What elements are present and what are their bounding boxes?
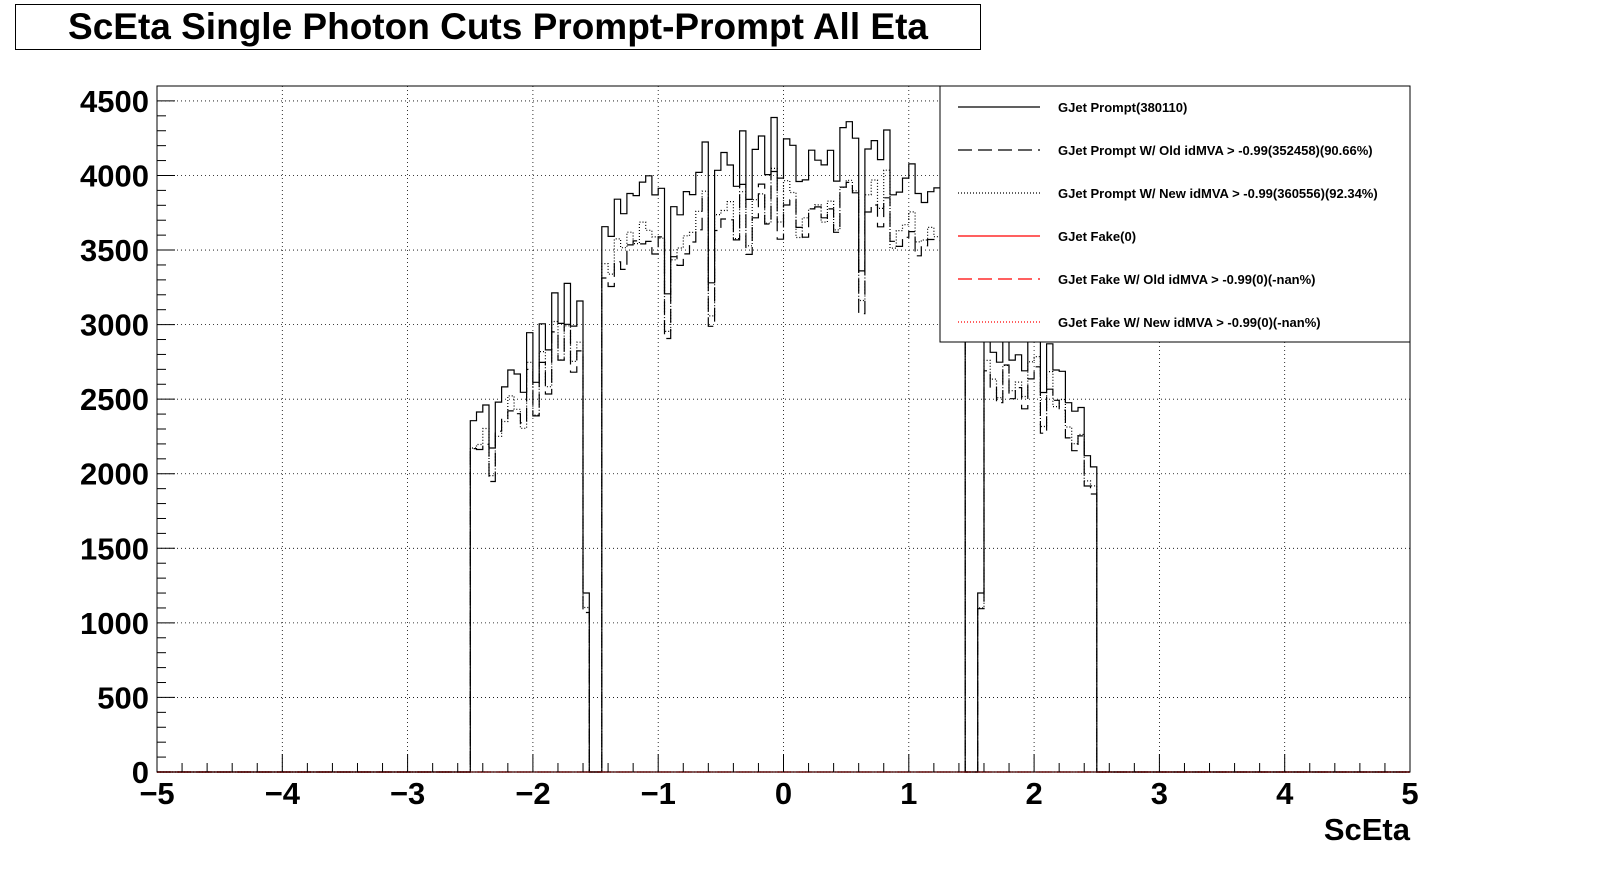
axis-ticks [156, 85, 1411, 773]
legend-label-1: GJet Prompt W/ Old idMVA > -0.99(352458)… [1058, 143, 1373, 158]
x-tick-label: 1 [900, 776, 917, 811]
legend-label-5: GJet Fake W/ New idMVA > -0.99(0)(-nan%) [1058, 315, 1321, 330]
x-tick-label: −3 [390, 776, 425, 811]
x-axis-label: ScEta [1324, 812, 1411, 847]
y-tick-label: 1500 [80, 531, 149, 566]
axis-tick-labels: −5 −4 −3 −2 −1 0 1 2 3 4 5 0 500 1000 1500 2000 2500 3000… [80, 84, 1419, 811]
legend-label-4: GJet Fake W/ Old idMVA > -0.99(0)(-nan%) [1058, 272, 1316, 287]
x-tick-label: 3 [1151, 776, 1168, 811]
y-tick-label: 500 [97, 680, 149, 715]
y-tick-label: 1000 [80, 606, 149, 641]
legend-label-3: GJet Fake(0) [1058, 229, 1136, 244]
x-tick-label: 2 [1025, 776, 1042, 811]
legend-label-2: GJet Prompt W/ New idMVA > -0.99(360556)… [1058, 186, 1378, 201]
chart-title-box: ScEta Single Photon Cuts Prompt-Prompt A… [15, 4, 981, 50]
y-tick-label: 2000 [80, 457, 149, 492]
x-tick-label: −4 [265, 776, 301, 811]
y-tick-label: 2500 [80, 382, 149, 417]
legend-box [939, 85, 1411, 343]
x-tick-label: −5 [139, 776, 174, 811]
y-tick-label: 0 [132, 755, 149, 790]
x-tick-label: −2 [515, 776, 550, 811]
y-tick-label: 4500 [80, 84, 149, 119]
x-tick-label: −1 [641, 776, 676, 811]
legend-label-0: GJet Prompt(380110) [1058, 100, 1187, 115]
legend: GJet Prompt(380110) GJet Prompt W/ Old id… [939, 85, 1411, 343]
x-tick-label: 4 [1276, 776, 1294, 811]
y-tick-label: 3000 [80, 308, 149, 343]
x-tick-label: 5 [1401, 776, 1418, 811]
x-tick-label: 0 [775, 776, 792, 811]
chart-title: ScEta Single Photon Cuts Prompt-Prompt A… [68, 6, 928, 47]
y-tick-label: 4000 [80, 158, 149, 193]
y-tick-label: 3500 [80, 233, 149, 268]
